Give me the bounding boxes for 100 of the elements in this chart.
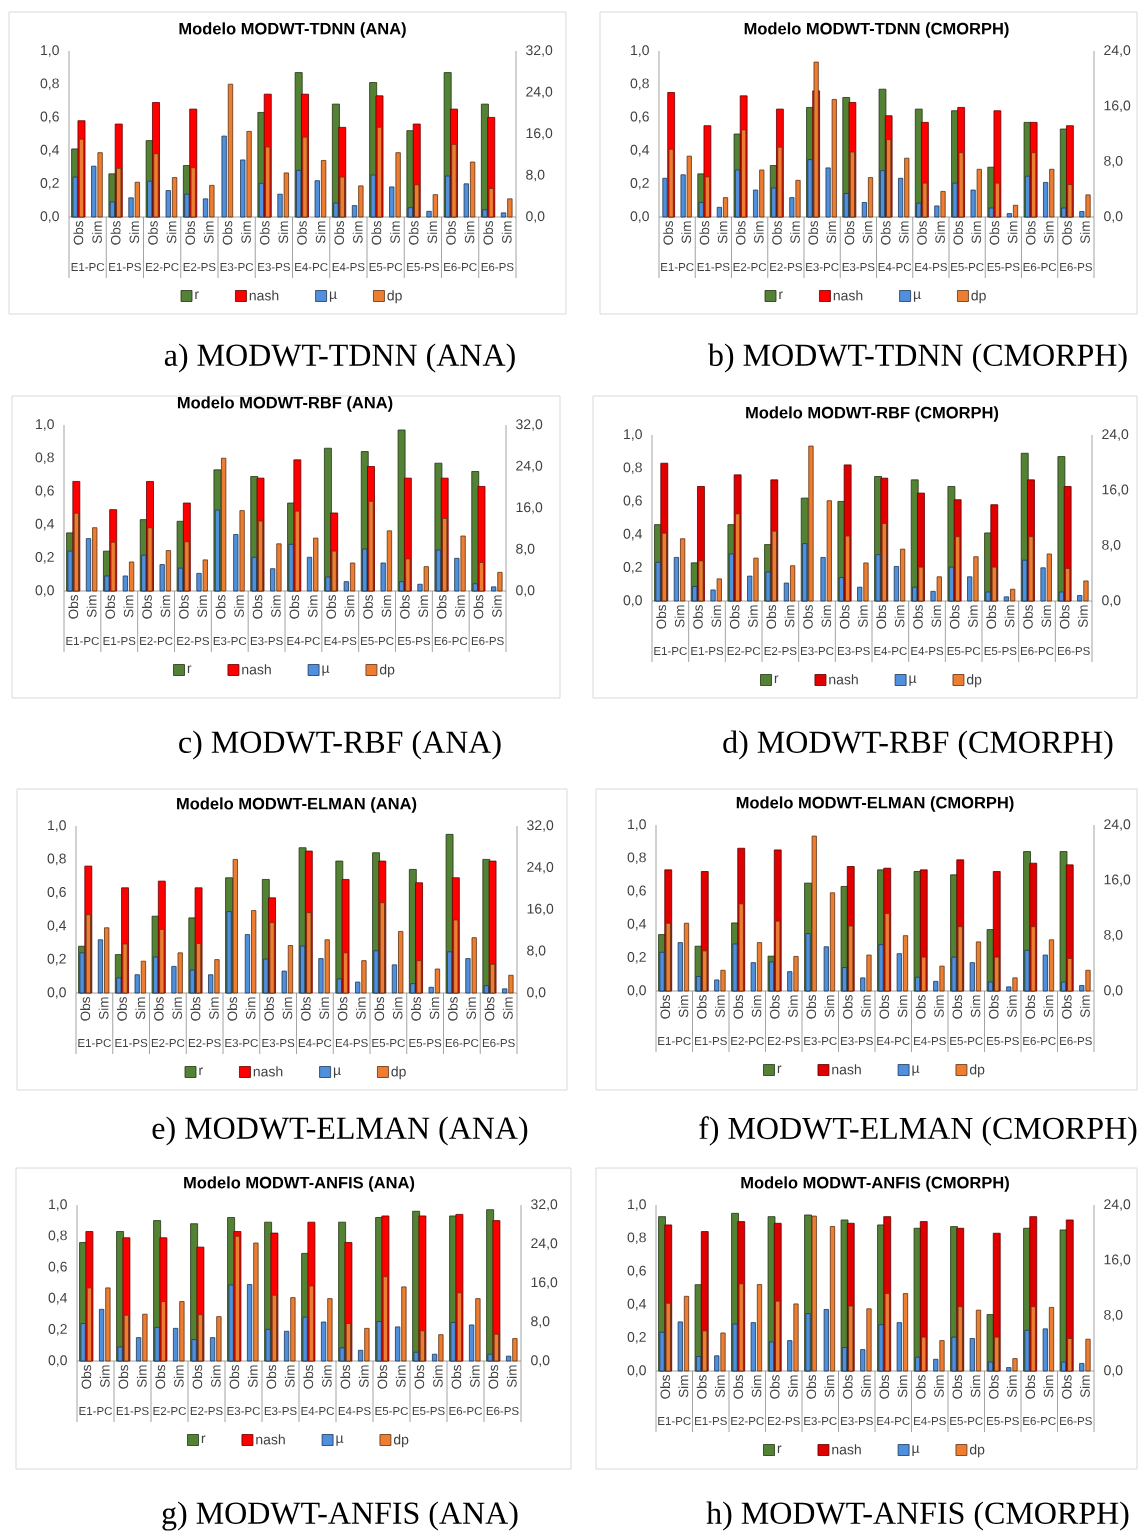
y2-tick-label: 32,0 [526, 45, 553, 57]
x-tick-label: Obs [334, 221, 345, 245]
x-tick-label: Sim [491, 595, 502, 618]
x-tick-label: Obs [447, 997, 458, 1021]
legend-label: r [199, 1067, 203, 1076]
x-tick-label: Obs [771, 221, 782, 245]
y2-tick-label: 0,0 [1104, 1365, 1123, 1377]
x-tick-label: Obs [766, 605, 777, 629]
text: e) MODWT-ELMAN (ANA) [152, 1116, 528, 1146]
text: E5-PS [412, 1406, 445, 1416]
x-tick-label: Obs [229, 1365, 240, 1389]
x-tick-label: Obs [300, 997, 311, 1021]
x-tick-label: Sim [970, 995, 981, 1018]
x-tick-label: Sim [1079, 221, 1090, 244]
x-tick-label: Sim [270, 595, 281, 618]
x-tick-label: Sim [711, 605, 722, 628]
y2-tick-label: 16,0 [516, 502, 543, 514]
x-tick-label: Obs [1025, 1375, 1036, 1399]
text: E3-PS [841, 1036, 873, 1046]
x-tick-label: Obs [880, 221, 891, 245]
x-tick-label: Obs [988, 1375, 999, 1399]
y-tick-label: 0,6 [35, 485, 54, 498]
text: E5-PS [398, 636, 431, 646]
legend-label: r [195, 291, 199, 300]
y2-tick-label: 8,0 [1104, 929, 1123, 942]
x-tick-label: Sim [826, 221, 837, 244]
y2-tick-label: 24,0 [527, 861, 554, 874]
legend-label: r [777, 1065, 782, 1074]
x-tick-label: Obs [912, 605, 923, 629]
text: E6-PS [471, 636, 504, 646]
x-tick-label: Obs [190, 997, 201, 1021]
x-tick-label: Sim [751, 995, 762, 1018]
y-tick-label: 0,8 [623, 462, 642, 474]
y2-tick-label: 16,0 [527, 903, 554, 916]
x-tick-label: Sim [1079, 1375, 1090, 1398]
y-tick-label: 1,0 [631, 45, 649, 57]
x-tick-label: Sim [784, 605, 795, 628]
y2-tick-label: 0,0 [527, 987, 546, 999]
text: E2-PS [764, 646, 797, 656]
x-tick-label: Sim [678, 995, 689, 1018]
x-tick-label: Obs [340, 1365, 351, 1389]
x-tick-label: Sim [166, 221, 177, 244]
text: E6-PC [1023, 262, 1057, 272]
chart-title: Modelo MODWT-ELMAN (CMORPH) [736, 796, 1014, 812]
text: E5-PC [947, 646, 981, 656]
x-tick-label: Obs [266, 1365, 277, 1389]
x-tick-label: Sim [429, 997, 440, 1020]
text: E6-PS [482, 1038, 515, 1048]
text: E1-PS [691, 646, 724, 656]
y2-tick-label: 8,0 [1102, 539, 1121, 552]
x-tick-label: Sim [427, 221, 438, 244]
x-tick-label: Sim [898, 221, 909, 244]
x-tick-label: Sim [894, 605, 905, 628]
x-tick-label: Obs [1061, 221, 1072, 245]
text: E5-PC [950, 1416, 983, 1426]
text: E2-PC [727, 646, 761, 656]
x-tick-label: Obs [808, 221, 819, 245]
x-tick-label: Obs [1061, 1375, 1072, 1399]
text: E5-PS [987, 1036, 1019, 1046]
y-tick-label: 0,6 [630, 111, 649, 124]
text: E6-PC [1021, 646, 1054, 656]
text: E2-PC [146, 262, 179, 272]
x-tick-label: Obs [118, 1365, 129, 1389]
x-tick-label: Obs [473, 595, 484, 619]
x-tick-label: Sim [321, 1365, 332, 1388]
x-tick-label: Obs [802, 605, 813, 629]
y-tick-label: 1,0 [624, 429, 642, 441]
x-tick-label: Obs [81, 1365, 92, 1389]
y2-tick-label: 16,0 [1104, 874, 1131, 887]
text: E4-PS [338, 1406, 371, 1416]
x-tick-label: Obs [116, 997, 127, 1021]
text: E1-PC [66, 636, 99, 646]
x-tick-label: Sim [1006, 995, 1017, 1018]
x-tick-label: Sim [240, 221, 251, 244]
x-tick-label: Obs [303, 1365, 314, 1389]
x-tick-label: Obs [488, 1365, 499, 1389]
x-tick-label: Obs [192, 1365, 203, 1389]
x-tick-label: Sim [197, 595, 208, 618]
x-tick-label: Sim [91, 221, 102, 244]
x-tick-label: Sim [787, 995, 798, 1018]
x-tick-label: Sim [824, 1375, 835, 1398]
y-tick-label: 0,0 [40, 211, 59, 223]
text: E1-PC [654, 646, 687, 656]
text: E3-PC [225, 1038, 258, 1048]
y-tick-label: 0,0 [48, 1355, 67, 1367]
y-tick-label: 0,4 [627, 1298, 647, 1311]
x-tick-label: Sim [315, 221, 326, 244]
x-tick-label: Sim [860, 995, 871, 1018]
text: E3-PC [801, 646, 834, 656]
x-tick-label: Sim [466, 997, 477, 1020]
x-tick-label: Sim [751, 1375, 762, 1398]
legend-label: nash [249, 290, 279, 301]
chart-title: Modelo MODWT-ELMAN (ANA) [177, 797, 417, 813]
text: E4-PC [877, 1416, 910, 1426]
legend-label: dp [971, 290, 986, 304]
x-tick-label: Sim [203, 221, 214, 244]
y2-tick-label: 24,0 [531, 1238, 558, 1250]
x-tick-label: Obs [1059, 605, 1070, 629]
x-tick-label: Sim [129, 221, 140, 244]
y-tick-label: 0,6 [40, 111, 59, 124]
